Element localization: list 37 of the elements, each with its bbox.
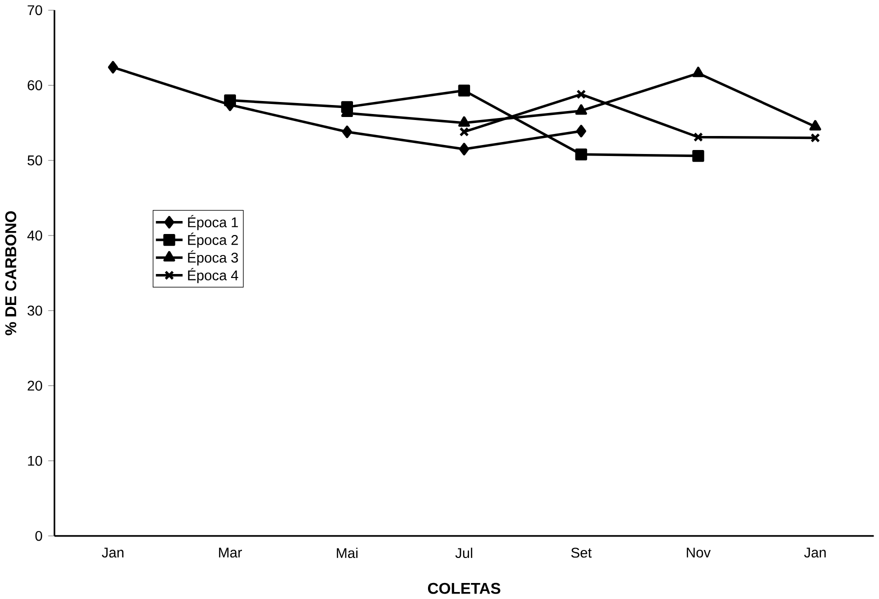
legend-label: Época 3 [188, 250, 238, 266]
point [459, 127, 469, 137]
x-tick-label: Jul [455, 548, 472, 558]
point [575, 148, 588, 160]
point [224, 94, 236, 106]
point [809, 120, 822, 130]
x-tick-label: Mar [219, 548, 242, 558]
x-axis-title: COLETAS [428, 582, 500, 594]
point [576, 89, 586, 100]
y-tick-label: 10 [28, 456, 42, 466]
y-tick-label: 20 [28, 380, 42, 391]
y-tick-label: 40 [27, 230, 42, 240]
legend-label: Época 2 [188, 232, 238, 248]
point [459, 142, 470, 156]
x-tick-label: Jan [102, 548, 124, 558]
x-tick-label: Jan [804, 548, 826, 558]
x-tick-label: Mai [336, 548, 358, 558]
y-tick-label: 30 [28, 306, 42, 316]
point [692, 66, 704, 78]
point [576, 124, 586, 138]
point [458, 116, 470, 127]
legend-label: Época 1 [188, 214, 238, 230]
point [342, 126, 352, 138]
y-tick-label: 60 [28, 80, 42, 90]
point [575, 104, 588, 115]
y-axis-title: % DE CARBONO [5, 211, 16, 336]
point [692, 150, 704, 162]
x-tick-label: Nov [686, 548, 711, 558]
y-tick-label: 0 [35, 530, 42, 541]
point [693, 132, 704, 142]
y-tick-label: 50 [28, 155, 42, 166]
point [458, 84, 470, 96]
y-tick-label: 70 [28, 5, 42, 16]
point [810, 133, 820, 143]
point [108, 60, 118, 74]
legend-label: Época 4 [188, 268, 238, 284]
x-tick-label: Set [571, 548, 592, 558]
